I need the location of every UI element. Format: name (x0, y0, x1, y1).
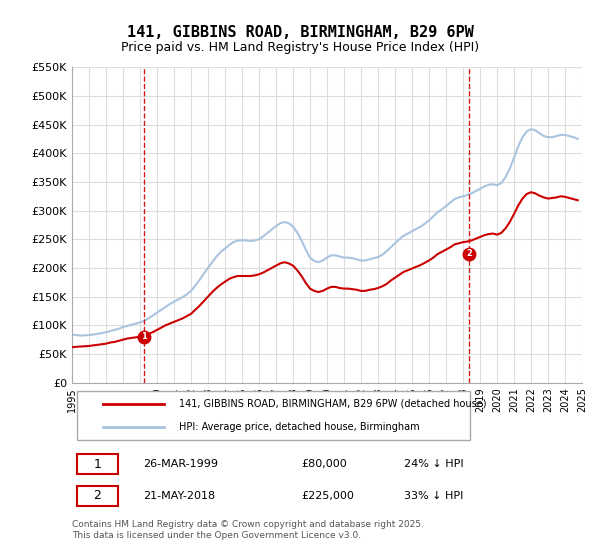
Text: 21-MAY-2018: 21-MAY-2018 (143, 491, 215, 501)
Text: 1: 1 (141, 332, 146, 341)
FancyBboxPatch shape (77, 454, 118, 474)
Text: Contains HM Land Registry data © Crown copyright and database right 2025.
This d: Contains HM Land Registry data © Crown c… (72, 520, 424, 540)
Text: 141, GIBBINS ROAD, BIRMINGHAM, B29 6PW: 141, GIBBINS ROAD, BIRMINGHAM, B29 6PW (127, 25, 473, 40)
Text: £80,000: £80,000 (302, 459, 347, 469)
FancyBboxPatch shape (77, 486, 118, 506)
Text: £225,000: £225,000 (302, 491, 355, 501)
Text: 2: 2 (467, 249, 472, 258)
Text: HPI: Average price, detached house, Birmingham: HPI: Average price, detached house, Birm… (179, 422, 420, 432)
Text: 33% ↓ HPI: 33% ↓ HPI (404, 491, 463, 501)
Text: Price paid vs. HM Land Registry's House Price Index (HPI): Price paid vs. HM Land Registry's House … (121, 41, 479, 54)
Text: 1: 1 (94, 458, 101, 470)
Text: 26-MAR-1999: 26-MAR-1999 (143, 459, 218, 469)
Text: 141, GIBBINS ROAD, BIRMINGHAM, B29 6PW (detached house): 141, GIBBINS ROAD, BIRMINGHAM, B29 6PW (… (179, 399, 487, 409)
Text: 24% ↓ HPI: 24% ↓ HPI (404, 459, 463, 469)
FancyBboxPatch shape (77, 391, 470, 440)
Text: 2: 2 (94, 489, 101, 502)
